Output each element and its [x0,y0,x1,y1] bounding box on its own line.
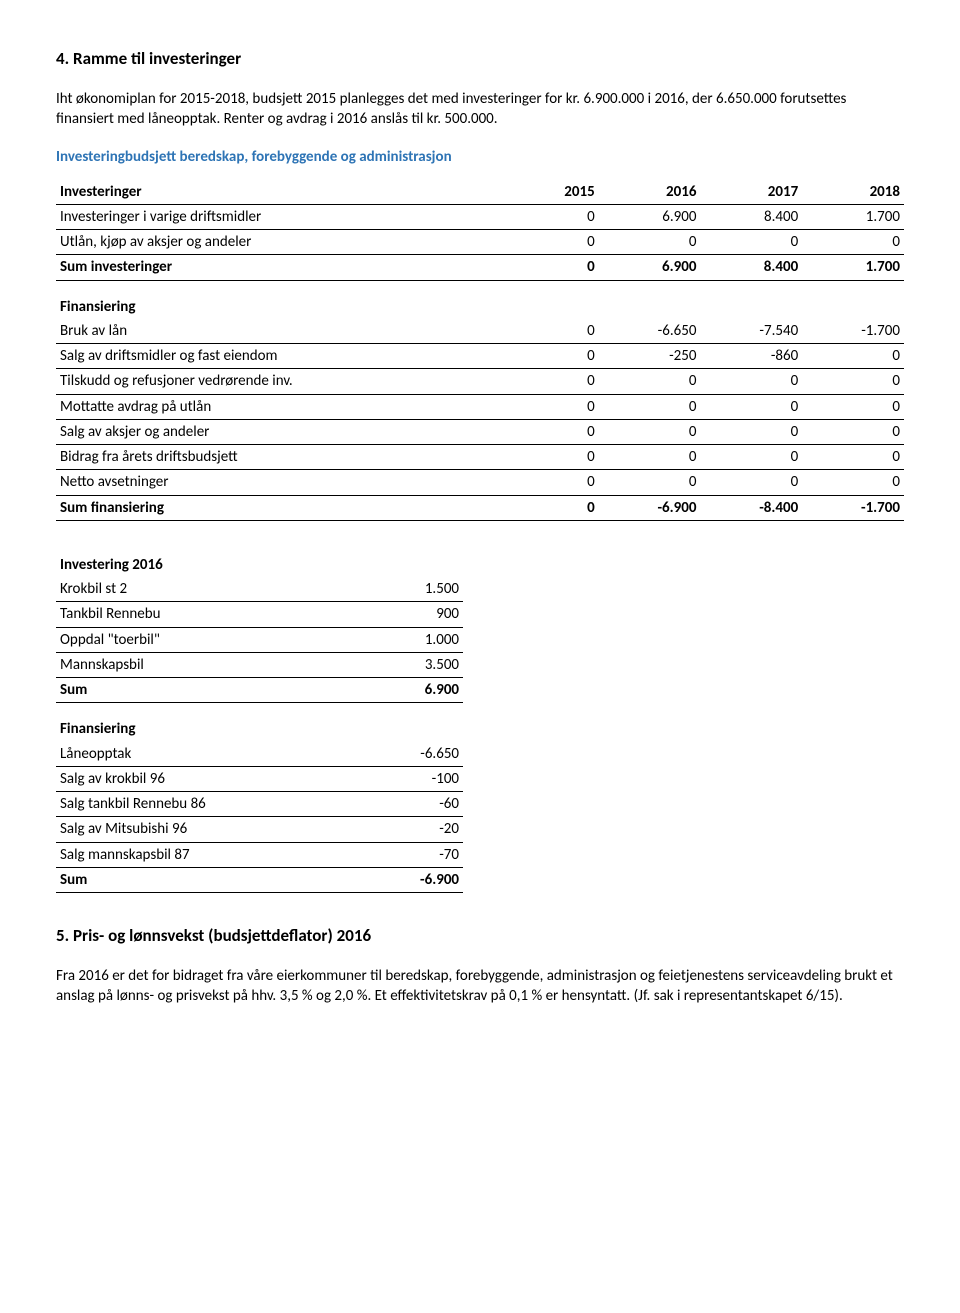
cell: 0 [497,470,599,495]
cell: Låneopptak [56,742,341,767]
tbl4-title: Finansiering [56,717,341,741]
sum-cell: 1.700 [802,255,904,280]
cell: 0 [497,394,599,419]
cell: Mottatte avdrag på utlån [56,394,497,419]
cell: -860 [700,344,802,369]
cell: 0 [802,470,904,495]
sum-cell: -8.400 [700,495,802,520]
cell: 0 [497,445,599,470]
cell: 0 [802,344,904,369]
cell: 0 [599,394,701,419]
sum-cell: 6.900 [341,678,463,703]
sum-cell: -6.900 [341,867,463,892]
cell: Salg av krokbil 96 [56,766,341,791]
cell: 0 [497,319,599,344]
cell: 6.900 [599,204,701,229]
sum-cell: 6.900 [599,255,701,280]
cell: 0 [802,445,904,470]
cell: 0 [700,445,802,470]
cell: 0 [497,419,599,444]
tbl3-title: Investering 2016 [56,553,341,577]
cell: Salg tankbil Rennebu 86 [56,792,341,817]
cell: 0 [802,419,904,444]
cell: 0 [497,230,599,255]
cell: 0 [802,369,904,394]
cell: -100 [341,766,463,791]
sum-cell: 0 [497,255,599,280]
section-4-title: 4. Ramme til investeringer [56,48,904,71]
cell: 0 [700,470,802,495]
cell: Oppdal "toerbil" [56,627,341,652]
cell: 0 [700,230,802,255]
cell: Salg av Mitsubishi 96 [56,817,341,842]
sum-cell: 0 [497,495,599,520]
cell: 0 [599,369,701,394]
cell: 0 [599,445,701,470]
cell: Bidrag fra årets driftsbudsjett [56,445,497,470]
cell: -70 [341,842,463,867]
cell: -250 [599,344,701,369]
cell: Salg av driftsmidler og fast eiendom [56,344,497,369]
cell: Salg mannskapsbil 87 [56,842,341,867]
sum-cell: Sum finansiering [56,495,497,520]
sum-cell: -1.700 [802,495,904,520]
cell: 0 [802,394,904,419]
cell: 0 [700,419,802,444]
hdr-col: 2016 [599,180,701,205]
cell: -6.650 [341,742,463,767]
section-5-paragraph: Fra 2016 er det for bidraget fra våre ei… [56,966,904,1007]
cell: 0 [497,344,599,369]
cell: -60 [341,792,463,817]
sum-cell: Sum [56,867,341,892]
cell: 0 [497,204,599,229]
cell: 0 [599,230,701,255]
cell: Tankbil Rennebu [56,602,341,627]
cell: 0 [700,394,802,419]
cell: 0 [802,230,904,255]
sum-cell: Sum investeringer [56,255,497,280]
tbl2-title: Finansiering [56,295,497,319]
sum-cell: -6.900 [599,495,701,520]
table-investering-2016: Investering 2016 Krokbil st 21.500 Tankb… [56,553,463,704]
hdr-col: 2015 [497,180,599,205]
hdr-col: Investeringer [56,180,497,205]
cell: -20 [341,817,463,842]
cell: Tilskudd og refusjoner vedrørende inv. [56,369,497,394]
sum-cell: 8.400 [700,255,802,280]
cell: 0 [497,369,599,394]
section-4-paragraph: Iht økonomiplan for 2015-2018, budsjett … [56,89,904,130]
cell: -1.700 [802,319,904,344]
cell: Netto avsetninger [56,470,497,495]
cell: -7.540 [700,319,802,344]
hdr-col: 2017 [700,180,802,205]
cell: 0 [700,369,802,394]
cell: 1.700 [802,204,904,229]
sum-cell: Sum [56,678,341,703]
cell: 8.400 [700,204,802,229]
cell: 3.500 [341,652,463,677]
table-investeringer: Investeringer 2015 2016 2017 2018 Invest… [56,180,904,281]
cell: 0 [599,419,701,444]
cell: Salg av aksjer og andeler [56,419,497,444]
cell: Utlån, kjøp av aksjer og andeler [56,230,497,255]
cell: 900 [341,602,463,627]
cell: 0 [599,470,701,495]
cell: -6.650 [599,319,701,344]
cell: Bruk av lån [56,319,497,344]
cell: 1.500 [341,577,463,602]
cell: Krokbil st 2 [56,577,341,602]
cell: Mannskapsbil [56,652,341,677]
hdr-col: 2018 [802,180,904,205]
section-5-title: 5. Pris- og lønnsvekst (budsjettdeflator… [56,925,904,948]
subhead-budget: Investeringbudsjett beredskap, forebygge… [56,147,904,167]
table-finansiering-1: Finansiering Bruk av lån0-6.650-7.540-1.… [56,295,904,521]
table-finansiering-2: Finansiering Låneopptak-6.650 Salg av kr… [56,717,463,893]
cell: Investeringer i varige driftsmidler [56,204,497,229]
cell: 1.000 [341,627,463,652]
